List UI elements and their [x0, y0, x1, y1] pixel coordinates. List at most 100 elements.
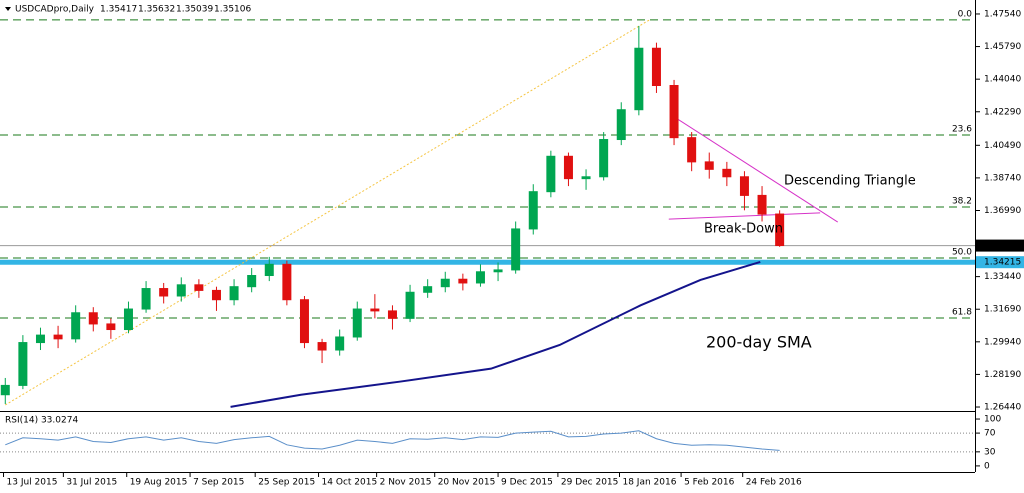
candle-body: [687, 137, 697, 163]
candle-body: [757, 194, 767, 215]
fib-label: 50.0: [952, 247, 972, 257]
candle-body: [88, 312, 98, 325]
candle-body: [159, 288, 169, 297]
candle-body: [352, 308, 362, 338]
rsi-tick-label: 0: [984, 461, 990, 471]
trendline: [668, 212, 821, 220]
candle-body: [370, 308, 380, 312]
rsi-title: RSI(14) 33.0274: [5, 416, 78, 426]
x-tick-label: 7 Sep 2015: [193, 478, 244, 488]
candle-body: [53, 334, 63, 340]
ohlc-value: 1.35632: [138, 5, 175, 15]
candle-body: [563, 155, 573, 180]
candle-body: [704, 161, 714, 170]
candle-body: [423, 286, 433, 293]
candle-body: [299, 299, 309, 344]
x-tick-label: 14 Oct 2015: [322, 478, 378, 488]
y-tick-label: 1.26440: [984, 403, 1021, 413]
ohlc-value: 1.35417: [100, 5, 137, 15]
candle-body: [511, 228, 521, 271]
candle-body: [405, 291, 415, 319]
x-tick-label: 24 Feb 2016: [746, 478, 802, 488]
candle-body: [35, 334, 45, 344]
rsi-tick-label: 30: [984, 447, 996, 457]
x-tick-label: 18 Jan 2016: [622, 478, 676, 488]
price-label-box: [976, 256, 1024, 269]
menu-triangle: [5, 7, 11, 11]
candle-body: [493, 269, 503, 273]
rsi-tick-label: 100: [984, 415, 1001, 425]
candle-body: [335, 336, 345, 351]
y-tick-label: 1.36990: [984, 206, 1021, 216]
candle-body: [546, 155, 556, 193]
candle-body: [475, 271, 485, 284]
candle-body: [71, 312, 81, 340]
y-tick-label: 1.42290: [984, 107, 1021, 117]
fib-label: 38.2: [952, 196, 972, 206]
annotation: Descending Triangle: [784, 174, 916, 189]
candle-body: [669, 85, 679, 139]
candle-body: [458, 278, 468, 284]
candle-body: [194, 284, 204, 291]
x-tick-label: 9 Dec 2015: [501, 478, 553, 488]
x-tick-label: 19 Aug 2015: [130, 478, 188, 488]
ohlc-value: 1.35039: [176, 5, 213, 15]
fib-label: 61.8: [952, 307, 972, 317]
candle-body: [247, 275, 257, 288]
candle-body: [123, 308, 133, 331]
candle-body: [229, 286, 239, 301]
x-tick-label: 20 Nov 2015: [438, 478, 496, 488]
candle-body: [775, 213, 785, 247]
candle-body: [440, 278, 450, 288]
x-tick-label: 5 Feb 2016: [684, 478, 735, 488]
sma-label: 200-day SMA: [706, 333, 812, 352]
candle-body: [599, 139, 609, 178]
annotation: Break-Down: [704, 222, 783, 237]
y-tick-label: 1.31690: [984, 305, 1021, 315]
chart-title: USDCADpro,Daily: [15, 5, 95, 15]
price-label-box: [976, 239, 1024, 252]
y-tick-label: 1.44040: [984, 75, 1021, 85]
candle-body: [739, 176, 749, 196]
x-tick-label: 29 Dec 2015: [561, 478, 619, 488]
fib-label: 0.0: [958, 9, 973, 19]
price-label: 1.34215: [984, 258, 1021, 268]
trendline: [5, 19, 650, 406]
fib-label: 23.6: [952, 125, 972, 135]
y-tick-label: 1.33440: [984, 272, 1021, 282]
price-label: 1.35106: [984, 241, 1021, 251]
candle-body: [211, 289, 221, 301]
candle-body: [616, 109, 626, 141]
trendline: [675, 117, 838, 223]
y-tick-label: 1.45790: [984, 42, 1021, 52]
y-tick-label: 1.38740: [984, 173, 1021, 183]
x-tick-label: 25 Sep 2015: [258, 478, 315, 488]
candle-body: [634, 47, 644, 111]
y-tick-label: 1.29940: [984, 337, 1021, 347]
candle-body: [282, 263, 292, 301]
x-tick-label: 31 Jul 2015: [66, 478, 117, 488]
candle-body: [141, 288, 151, 310]
y-tick-label: 1.28190: [984, 370, 1021, 380]
candle-body: [106, 323, 116, 331]
candle-body: [722, 168, 732, 178]
y-tick-label: 1.40490: [984, 141, 1021, 151]
candle-body: [528, 191, 538, 230]
x-tick-label: 13 Jul 2015: [7, 478, 58, 488]
ohlc-value: 1.35106: [214, 5, 251, 15]
y-tick-label: 1.47540: [984, 9, 1021, 19]
rsi-tick-label: 70: [984, 429, 996, 439]
sma-line: [230, 260, 761, 408]
candle-body: [581, 176, 591, 180]
candle-body: [317, 342, 327, 351]
candle-body: [387, 310, 397, 319]
rsi-line: [5, 430, 780, 451]
candle-body: [264, 263, 274, 277]
candle-body: [651, 47, 661, 87]
x-tick-label: 2 Nov 2015: [380, 478, 432, 488]
candle-body: [0, 384, 10, 396]
candle-body: [18, 342, 28, 386]
candle-body: [176, 284, 186, 297]
